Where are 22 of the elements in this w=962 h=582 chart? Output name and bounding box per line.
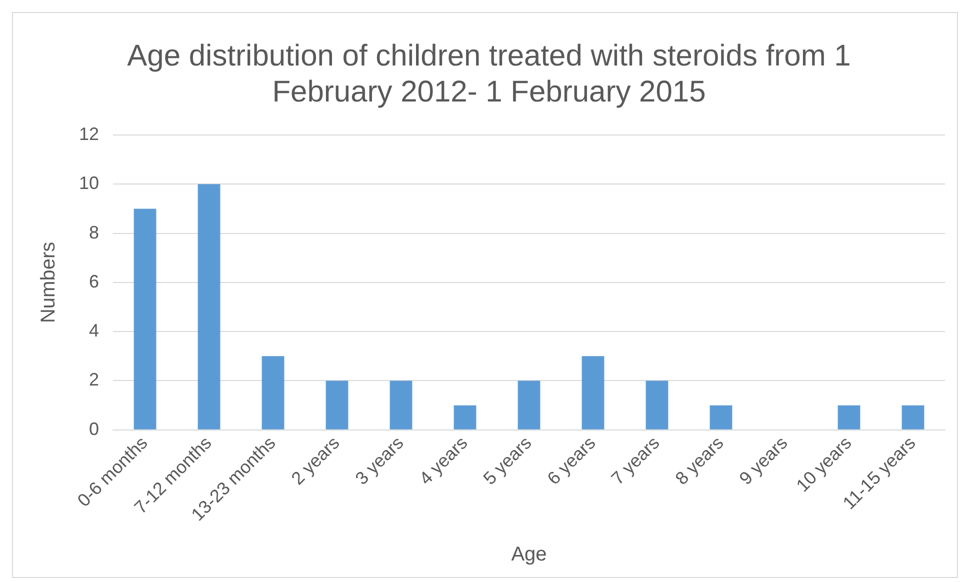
bar	[390, 380, 412, 430]
x-axis-title: Age	[511, 544, 547, 566]
chart-title: Age distribution of children treated with steroids from 1 February 2012- 1 February 2015	[127, 39, 851, 108]
bar	[838, 405, 860, 430]
y-tick-label: 2	[89, 370, 100, 390]
y-tick-label: 12	[78, 124, 100, 144]
y-tick-label: 4	[89, 320, 100, 341]
y-axis-title: Numbers	[38, 242, 60, 324]
y-tick-label: 10	[78, 173, 100, 194]
bar	[454, 405, 476, 430]
y-tick-label: 8	[89, 222, 100, 242]
bar	[646, 380, 668, 430]
bar	[902, 405, 924, 430]
bar	[582, 356, 604, 430]
y-tick-label: 6	[89, 271, 100, 292]
bar	[518, 380, 540, 430]
bar	[262, 356, 284, 430]
bar	[326, 380, 348, 430]
bar	[710, 405, 732, 430]
bar	[198, 184, 220, 430]
y-tick-label: 0	[89, 418, 100, 439]
bar	[134, 208, 156, 430]
